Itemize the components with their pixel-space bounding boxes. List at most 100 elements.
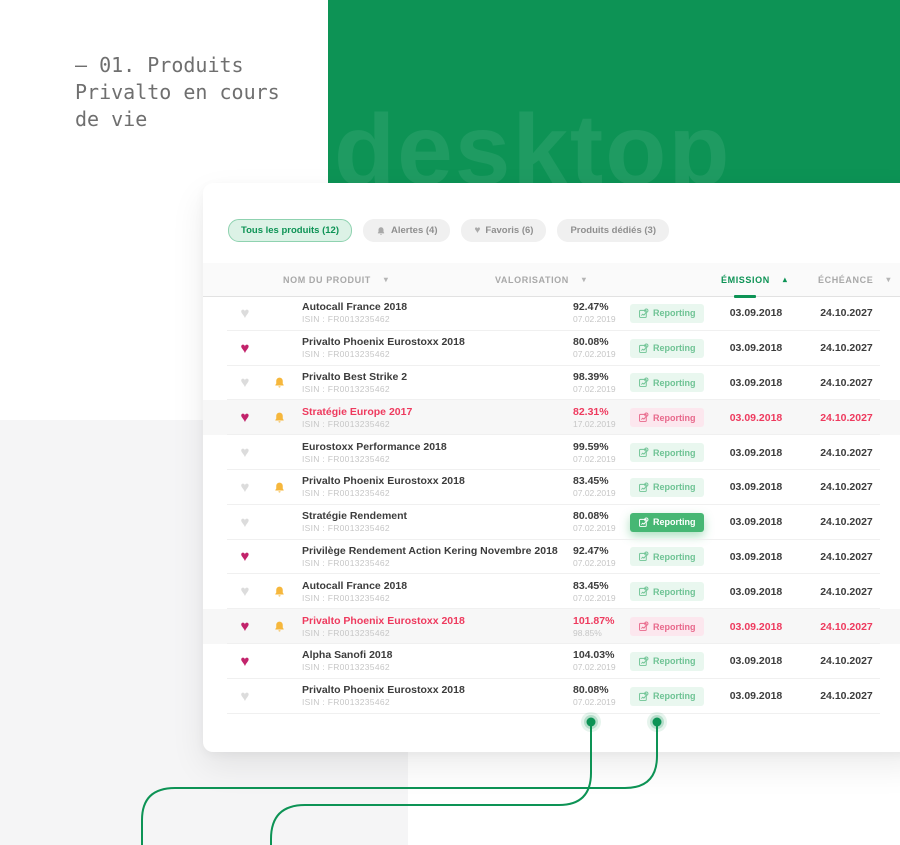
column-header-echeance[interactable]: ÉCHÉANCE ▾ [818,274,891,285]
alert-bell-icon [273,620,286,633]
echeance-date: 24.10.2027 [820,620,873,633]
product-name: Eurostoxx Performance 2018 [302,440,447,453]
favorite-heart-icon[interactable]: ♥ [240,583,250,601]
reporting-badge[interactable]: Reporting [630,443,704,463]
valuation-sub: 07.02.2019 [573,697,616,708]
emission-date: 03.09.2018 [729,342,783,355]
favorite-heart-icon[interactable]: ♥ [240,409,250,427]
reporting-badge-label: Reporting [653,377,696,388]
favorite-heart-icon[interactable]: ♥ [240,304,250,322]
table-row[interactable]: ♥ Privalto Phoenix Eurostoxx 2018 ISIN :… [203,679,900,714]
valuation-value: 104.03% [573,649,615,662]
favorite-heart-icon[interactable]: ♥ [240,652,250,670]
reporting-badge[interactable]: Reporting [630,582,704,602]
report-document-icon [639,517,649,527]
sort-down-icon: ▾ [581,275,587,284]
favorite-heart-icon[interactable]: ♥ [240,687,250,705]
emission-date: 03.09.2018 [729,307,783,320]
product-name: Privalto Phoenix Eurostoxx 2018 [302,475,465,488]
reporting-badge[interactable]: Reporting [630,686,704,706]
valuation-sub: 07.02.2019 [573,314,616,325]
table-row[interactable]: ♥ Alpha Sanofi 2018 ISIN : FR0013235462 … [203,644,900,679]
report-document-icon [639,552,649,562]
reporting-badge[interactable]: Reporting [630,303,704,323]
favorite-heart-icon[interactable]: ♥ [240,444,250,462]
reporting-badge[interactable]: Reporting [630,477,704,497]
valuation-value: 80.08% [573,684,609,697]
table-row[interactable]: ♥ Stratégie Rendement ISIN : FR001323546… [203,505,900,540]
valuation-value: 92.47% [573,544,609,557]
favorite-heart-icon[interactable]: ♥ [240,374,250,392]
reporting-badge[interactable]: Reporting [630,512,704,532]
emission-date: 03.09.2018 [729,376,783,389]
reporting-badge[interactable]: Reporting [630,408,704,428]
filter-chip[interactable]: ♥ Produits dédiés (3) [557,219,669,242]
product-isin: ISIN : FR0013235462 [302,383,390,394]
product-isin: ISIN : FR0013235462 [302,592,390,603]
favorite-heart-icon[interactable]: ♥ [240,548,250,566]
reporting-badge-label: Reporting [653,343,696,354]
column-header-nom-du-produit[interactable]: NOM DU PRODUIT ▾ [283,274,389,285]
favorite-heart-icon[interactable]: ♥ [240,618,250,636]
sort-down-icon: ▾ [886,275,891,284]
table-row[interactable]: ♥ Privalto Phoenix Eurostoxx 2018 ISIN :… [203,331,900,366]
echeance-date: 24.10.2027 [820,655,873,668]
valuation-value: 101.87% [573,614,615,627]
valuation-sub: 07.02.2019 [573,523,616,534]
table-row[interactable]: ♥ Privilège Rendement Action Kering Nove… [203,540,900,575]
reporting-badge-label: Reporting [653,656,696,667]
column-header-valorisation[interactable]: VALORISATION ▾ [495,274,587,285]
echeance-date: 24.10.2027 [820,481,873,494]
valuation-value: 80.08% [573,336,609,349]
product-name: Privalto Phoenix Eurostoxx 2018 [302,336,465,349]
page-title: — 01. Produits Privalto en cours de vie [75,53,280,131]
reporting-badge[interactable]: Reporting [630,651,704,671]
product-isin: ISIN : FR0013235462 [302,697,390,708]
report-document-icon [639,308,649,318]
product-name: Autocall France 2018 [302,579,408,592]
product-isin: ISIN : FR0013235462 [302,349,390,360]
report-document-icon [639,378,649,388]
favorite-heart-icon[interactable]: ♥ [240,478,250,496]
product-isin: ISIN : FR0013235462 [302,557,390,568]
filter-chip-label: Alertes (4) [391,225,438,236]
table-row[interactable]: ♥ Privalto Phoenix Eurostoxx 2018 ISIN :… [203,470,900,505]
favorite-heart-icon[interactable]: ♥ [240,339,250,357]
table-row[interactable]: ♥ Stratégie Europe 2017 ISIN : FR0013235… [203,400,900,436]
echeance-date: 24.10.2027 [820,516,873,529]
table-row[interactable]: ♥ Autocall France 2018 ISIN : FR00132354… [203,574,900,609]
valuation-value: 82.31% [573,405,609,418]
reporting-badge-label: Reporting [653,308,696,319]
table-row[interactable]: ♥ Privalto Phoenix Eurostoxx 2018 ISIN :… [203,609,900,644]
filter-chip[interactable]: ♥ Favoris (6) [461,219,547,242]
reporting-badge[interactable]: Reporting [630,338,704,358]
reporting-badge[interactable]: Reporting [630,617,704,637]
filter-chip[interactable]: ♥ Tous les produits (12) [228,219,353,242]
valuation-value: 83.45% [573,475,609,488]
echeance-date: 24.10.2027 [820,550,873,563]
valuation-value: 92.47% [573,301,609,314]
echeance-date: 24.10.2027 [820,690,873,703]
valuation-sub: 07.02.2019 [573,453,616,464]
table-row[interactable]: ♥ Eurostoxx Performance 2018 ISIN : FR00… [203,435,900,470]
report-document-icon [639,447,649,457]
reporting-badge[interactable]: Reporting [630,373,704,393]
valuation-sub: 17.02.2019 [573,418,616,429]
filter-chip[interactable]: ♥ Alertes (4) [363,219,451,242]
reporting-badge[interactable]: Reporting [630,547,704,567]
valuation-sub: 07.02.2019 [573,488,616,499]
report-document-icon [639,691,649,701]
report-document-icon [639,656,649,666]
table-row[interactable]: ♥ Autocall France 2018 ISIN : FR00132354… [203,296,900,331]
favorite-heart-icon[interactable]: ♥ [240,513,250,531]
column-header-emission[interactable]: ÉMISSION ▴ [721,274,788,285]
product-isin: ISIN : FR0013235462 [302,488,390,499]
echeance-date: 24.10.2027 [820,376,873,389]
filter-chip-label: Favoris (6) [485,225,534,236]
table-row[interactable]: ♥ Privalto Best Strike 2 ISIN : FR001323… [203,366,900,401]
reporting-badge-label: Reporting [653,621,696,632]
valuation-value: 80.08% [573,510,609,523]
sort-down-icon: ▾ [383,275,389,284]
report-document-icon [639,621,649,631]
echeance-date: 24.10.2027 [820,585,873,598]
